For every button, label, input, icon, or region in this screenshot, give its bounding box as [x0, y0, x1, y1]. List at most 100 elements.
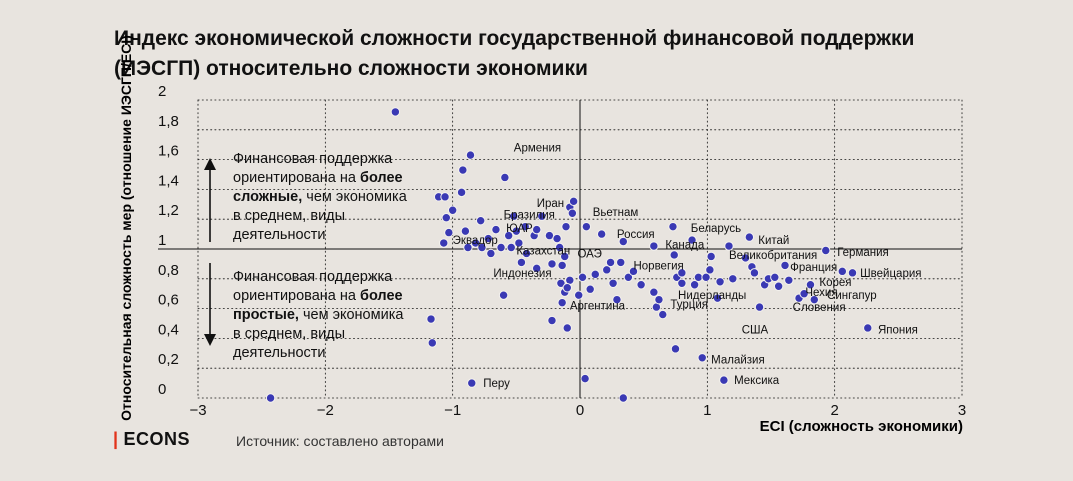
- data-point: [516, 257, 527, 268]
- data-point: [596, 229, 607, 239]
- data-point: [465, 150, 476, 160]
- data-point: [754, 302, 765, 312]
- point-label: Германия: [837, 247, 889, 259]
- data-point: [439, 238, 449, 248]
- annotation-line: в среднем, виды: [233, 208, 345, 224]
- x-axis-label: ECI (сложность экономики): [760, 418, 963, 435]
- point-label: Россия: [617, 229, 655, 241]
- data-point: [562, 283, 572, 293]
- data-point: [537, 211, 547, 221]
- data-point: [447, 205, 458, 215]
- data-point: [649, 287, 659, 297]
- x-tick-label: −3: [189, 402, 206, 419]
- data-point: [837, 266, 848, 277]
- data-point: [780, 260, 790, 271]
- chart-title: Индекс экономической сложности государст…: [114, 27, 915, 80]
- data-point: [724, 241, 734, 251]
- brand-logo: | ECONS: [113, 429, 190, 450]
- data-point: [441, 213, 451, 223]
- annotation-line: деятельности: [233, 227, 326, 243]
- x-tick-label: 1: [703, 402, 711, 419]
- data-point: [503, 230, 514, 241]
- x-tick-label: 0: [576, 402, 584, 419]
- data-point: [514, 238, 524, 248]
- data-point: [574, 290, 584, 300]
- annotation-line: Финансовая поддержка: [233, 269, 393, 285]
- data-point: [458, 165, 468, 175]
- data-point: [670, 344, 681, 354]
- data-point: [749, 268, 760, 278]
- data-point: [770, 272, 780, 283]
- point-label: ЮАР: [506, 223, 533, 235]
- point-label: Армения: [514, 143, 561, 155]
- annotation-line: деятельности: [233, 345, 326, 361]
- data-point: [509, 211, 519, 221]
- x-tick-label: −2: [317, 402, 334, 419]
- data-point: [532, 263, 542, 274]
- annotation-line: ориентирована на более: [233, 288, 403, 304]
- point-label: Вьетнам: [593, 207, 639, 219]
- data-point: [740, 253, 751, 263]
- data-point: [552, 233, 562, 244]
- data-point: [706, 251, 716, 262]
- point-label: Великобритания: [729, 250, 817, 262]
- data-point: [444, 227, 454, 238]
- brand-bar-icon: |: [113, 429, 119, 449]
- annotations: Финансовая поддержка ориентирована на бол…: [204, 151, 408, 361]
- data-point: [668, 221, 678, 232]
- data-point: [687, 235, 697, 245]
- data-point: [491, 224, 501, 235]
- tick-labels: −3 −2 −1 0 1 2 3 0 0,2 0,4 0,6 0,8 1 1,2 1,4 1,6 1,8 2: [158, 83, 966, 419]
- data-point: [426, 314, 436, 324]
- y-tick-label: 0,2: [158, 351, 179, 368]
- data-point: [544, 230, 555, 241]
- point-label: Швейцария: [860, 268, 921, 280]
- data-point: [532, 224, 542, 235]
- data-point: [705, 265, 715, 275]
- data-point: [605, 257, 616, 268]
- data-point: [654, 294, 664, 305]
- data-point: [669, 250, 679, 260]
- annotation-line: простые, чем экономика: [233, 307, 404, 323]
- data-point: [498, 290, 509, 300]
- point-label: Мексика: [734, 375, 780, 387]
- point-label: Малайзия: [711, 354, 765, 366]
- x-tick-label: 3: [958, 402, 966, 419]
- point-label: Аргентина: [570, 301, 626, 313]
- y-tick-label: 0,8: [158, 262, 179, 279]
- data-point: [460, 226, 471, 236]
- data-point: [712, 293, 723, 303]
- data-point: [456, 187, 467, 198]
- data-point: [618, 236, 628, 247]
- data-point: [799, 289, 809, 299]
- data-point: [715, 277, 725, 287]
- data-point: [568, 196, 579, 207]
- data-point: [554, 242, 565, 253]
- y-tick-label: 1,6: [158, 143, 179, 160]
- point-label: Турция: [670, 299, 708, 311]
- data-point: [677, 268, 687, 278]
- annotation-line: сложные, чем экономика: [233, 189, 408, 205]
- data-point: [677, 278, 687, 288]
- y-tick-label: 1,4: [158, 172, 179, 189]
- data-point: [590, 269, 600, 280]
- data-point: [547, 259, 557, 269]
- y-tick-label: 0,6: [158, 292, 179, 309]
- data-point: [697, 353, 707, 363]
- point-label: Перу: [483, 378, 510, 390]
- y-axis-label: Относительная сложность мер (отношение И…: [118, 35, 134, 421]
- point-label: Беларусь: [691, 223, 741, 235]
- data-point: [547, 315, 557, 326]
- data-point: [693, 272, 704, 283]
- point-label: Индонезия: [493, 268, 551, 280]
- point-label: Норвегия: [633, 260, 683, 272]
- data-point: [556, 278, 566, 288]
- point-label: Казахстан: [516, 245, 570, 257]
- data-point: [863, 323, 873, 333]
- data-point: [809, 294, 819, 305]
- data-point: [265, 393, 276, 403]
- data-point: [608, 278, 618, 288]
- data-points: [265, 107, 873, 403]
- point-label: ОАЭ: [577, 248, 601, 260]
